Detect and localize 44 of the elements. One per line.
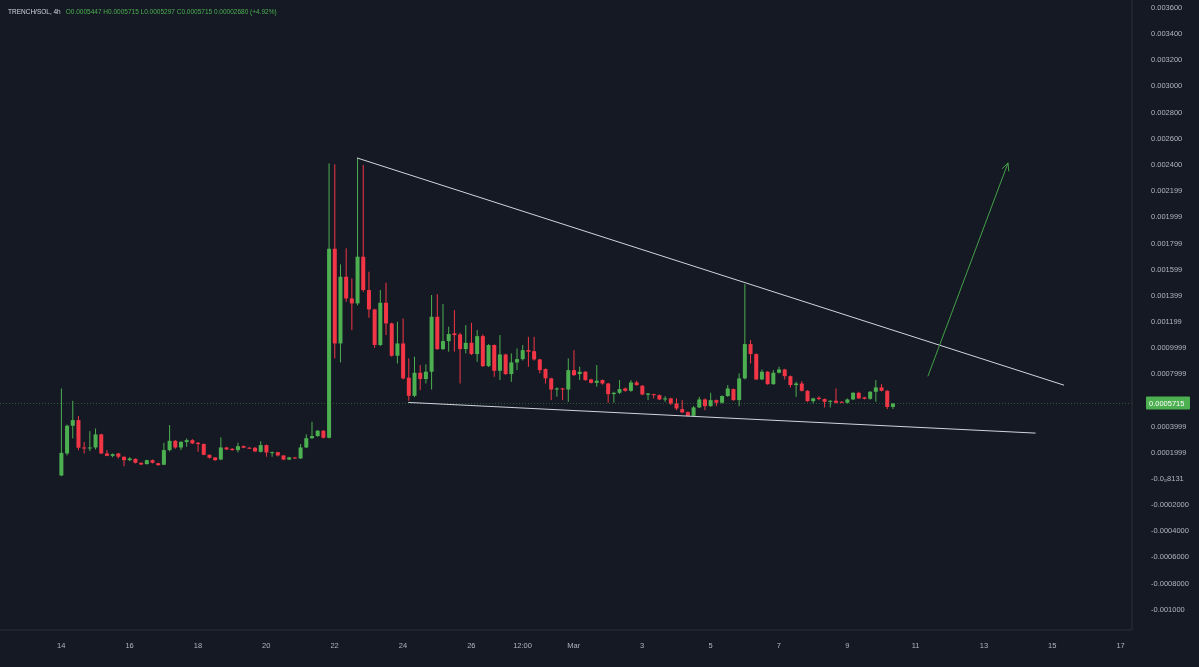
candlestick (344, 247, 349, 303)
candlestick (469, 322, 474, 356)
candlestick (509, 352, 514, 383)
candlestick (497, 334, 502, 381)
candlestick (515, 347, 520, 371)
candlestick (82, 441, 87, 454)
candlestick (486, 343, 491, 368)
candlestick (646, 392, 651, 401)
candlestick (440, 303, 445, 351)
candlestick (748, 339, 753, 364)
candlestick (463, 324, 468, 354)
candlestick (87, 430, 92, 452)
candlestick (104, 449, 109, 457)
candlestick (167, 424, 172, 452)
candlestick (458, 332, 463, 384)
candlestick (395, 321, 400, 364)
candlestick (59, 387, 64, 477)
candlestick (873, 379, 878, 403)
candlestick (452, 309, 457, 353)
candlestick (349, 277, 354, 331)
candlestick (554, 386, 559, 398)
candlestick (406, 357, 411, 402)
candlestick (885, 389, 890, 410)
candlestick (571, 349, 576, 377)
candlestick (235, 442, 240, 453)
candlestick (418, 364, 423, 391)
candlestick (663, 395, 668, 403)
candlestick (446, 326, 451, 353)
candlestick (270, 451, 275, 458)
candlestick (532, 336, 537, 361)
candlestick (794, 381, 799, 398)
candlestick (412, 356, 417, 398)
candlestick (526, 336, 531, 368)
candlestick (475, 329, 480, 363)
candlestick (384, 282, 389, 336)
candlestick (423, 363, 428, 384)
candlestick (366, 271, 371, 319)
candlestick (566, 357, 571, 403)
candlestick (737, 372, 742, 407)
candlestick (594, 364, 599, 388)
candlestick (833, 387, 838, 405)
candlestick (309, 421, 314, 440)
candlestick (93, 428, 98, 450)
candlestick (70, 400, 75, 439)
